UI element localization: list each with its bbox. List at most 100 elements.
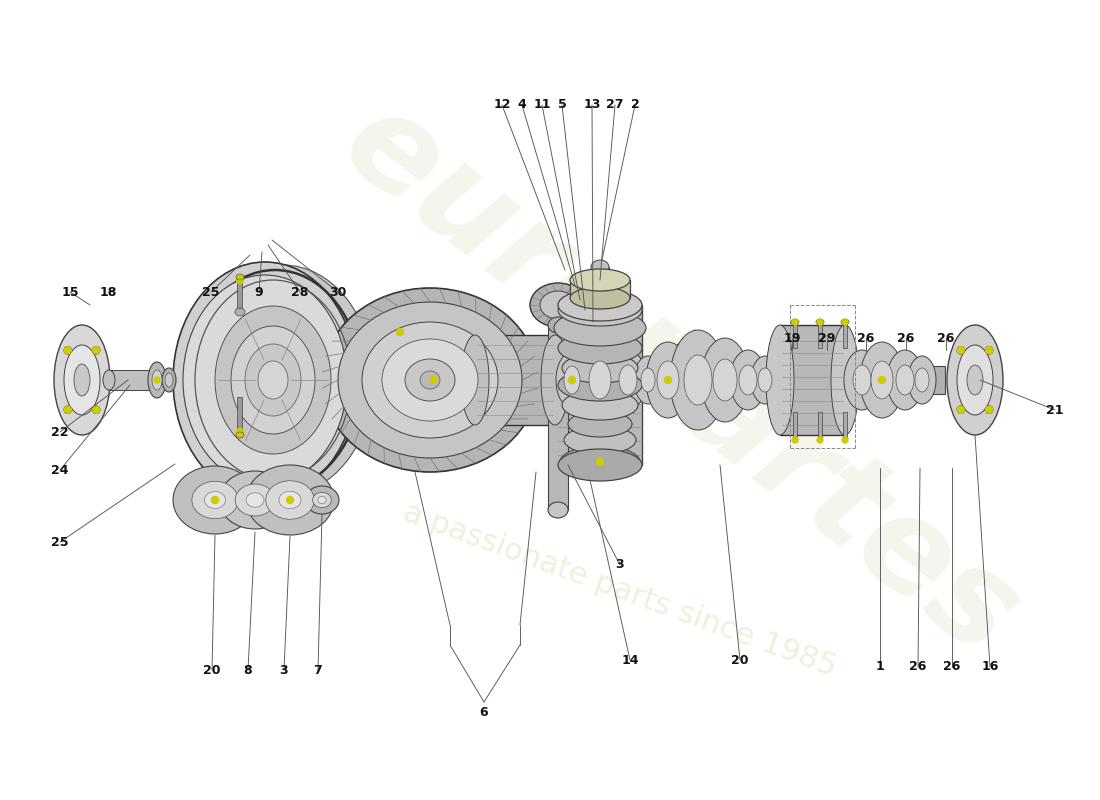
Ellipse shape	[103, 370, 116, 390]
Ellipse shape	[701, 338, 749, 422]
Ellipse shape	[670, 330, 726, 430]
Circle shape	[664, 377, 671, 383]
Text: 26: 26	[944, 661, 960, 674]
Ellipse shape	[562, 390, 638, 420]
Ellipse shape	[816, 319, 824, 325]
Circle shape	[65, 347, 72, 354]
Ellipse shape	[548, 317, 568, 333]
Ellipse shape	[591, 260, 609, 274]
Circle shape	[986, 347, 992, 354]
Circle shape	[596, 458, 604, 466]
Ellipse shape	[641, 368, 654, 392]
Ellipse shape	[148, 362, 166, 398]
Ellipse shape	[558, 294, 642, 326]
Text: 11: 11	[534, 98, 551, 111]
Text: 26: 26	[910, 661, 926, 674]
Ellipse shape	[246, 465, 334, 535]
Ellipse shape	[362, 322, 498, 438]
Circle shape	[286, 497, 294, 503]
Ellipse shape	[236, 274, 244, 280]
Text: 19: 19	[783, 331, 801, 345]
Text: 13: 13	[583, 98, 601, 111]
Bar	[780, 325, 845, 435]
Text: 9: 9	[255, 286, 263, 298]
Circle shape	[236, 429, 243, 435]
Bar	[558, 305, 642, 465]
Ellipse shape	[541, 335, 569, 425]
Ellipse shape	[758, 368, 772, 392]
Ellipse shape	[258, 361, 288, 399]
Ellipse shape	[92, 346, 100, 354]
Ellipse shape	[751, 356, 779, 404]
Text: 8: 8	[244, 663, 252, 677]
Circle shape	[236, 277, 243, 283]
Circle shape	[396, 329, 404, 335]
Ellipse shape	[560, 446, 640, 478]
Polygon shape	[660, 330, 720, 390]
Bar	[793, 322, 798, 348]
Ellipse shape	[312, 492, 331, 508]
Ellipse shape	[887, 350, 923, 410]
Ellipse shape	[957, 346, 965, 354]
Ellipse shape	[64, 406, 72, 414]
Ellipse shape	[766, 325, 794, 435]
Ellipse shape	[610, 350, 646, 410]
Text: 20: 20	[204, 663, 221, 677]
Text: 30: 30	[329, 286, 346, 298]
Text: 27: 27	[606, 98, 624, 111]
Bar	[843, 412, 847, 438]
Ellipse shape	[570, 269, 630, 291]
Text: 29: 29	[818, 331, 836, 345]
Bar	[475, 335, 556, 425]
Ellipse shape	[236, 432, 244, 438]
Ellipse shape	[558, 369, 642, 401]
Ellipse shape	[564, 426, 636, 454]
Bar	[548, 325, 568, 510]
Ellipse shape	[205, 491, 225, 509]
Ellipse shape	[152, 370, 162, 390]
Ellipse shape	[548, 502, 568, 518]
Ellipse shape	[235, 308, 245, 316]
Ellipse shape	[420, 371, 440, 389]
Circle shape	[817, 437, 823, 443]
Ellipse shape	[591, 455, 609, 469]
Ellipse shape	[562, 353, 638, 383]
Text: 25: 25	[202, 286, 220, 298]
Ellipse shape	[64, 346, 72, 354]
Ellipse shape	[657, 361, 679, 399]
Text: 4: 4	[518, 98, 527, 111]
Ellipse shape	[348, 358, 372, 402]
Ellipse shape	[842, 319, 849, 325]
Ellipse shape	[405, 359, 455, 401]
Bar	[236, 277, 242, 312]
Text: 3: 3	[279, 663, 288, 677]
Ellipse shape	[231, 326, 315, 434]
Circle shape	[211, 497, 219, 503]
Ellipse shape	[871, 361, 893, 399]
Ellipse shape	[844, 350, 880, 410]
Ellipse shape	[915, 368, 930, 392]
Ellipse shape	[162, 368, 176, 392]
Ellipse shape	[986, 406, 993, 414]
Ellipse shape	[64, 345, 100, 415]
Ellipse shape	[266, 481, 315, 519]
Text: europartes: europartes	[318, 78, 1042, 682]
Ellipse shape	[382, 339, 478, 421]
Bar	[843, 322, 847, 348]
Ellipse shape	[713, 359, 737, 401]
Ellipse shape	[570, 287, 630, 309]
Circle shape	[792, 319, 798, 325]
Bar	[818, 412, 822, 438]
Ellipse shape	[634, 356, 662, 404]
Text: 26: 26	[857, 331, 874, 345]
Circle shape	[957, 406, 965, 413]
Ellipse shape	[558, 289, 642, 321]
Text: 15: 15	[62, 286, 79, 298]
Bar	[818, 322, 822, 348]
Circle shape	[92, 347, 100, 354]
Ellipse shape	[564, 366, 580, 394]
Ellipse shape	[54, 325, 110, 435]
Text: 24: 24	[52, 463, 68, 477]
Text: 22: 22	[52, 426, 68, 438]
Ellipse shape	[530, 283, 586, 327]
